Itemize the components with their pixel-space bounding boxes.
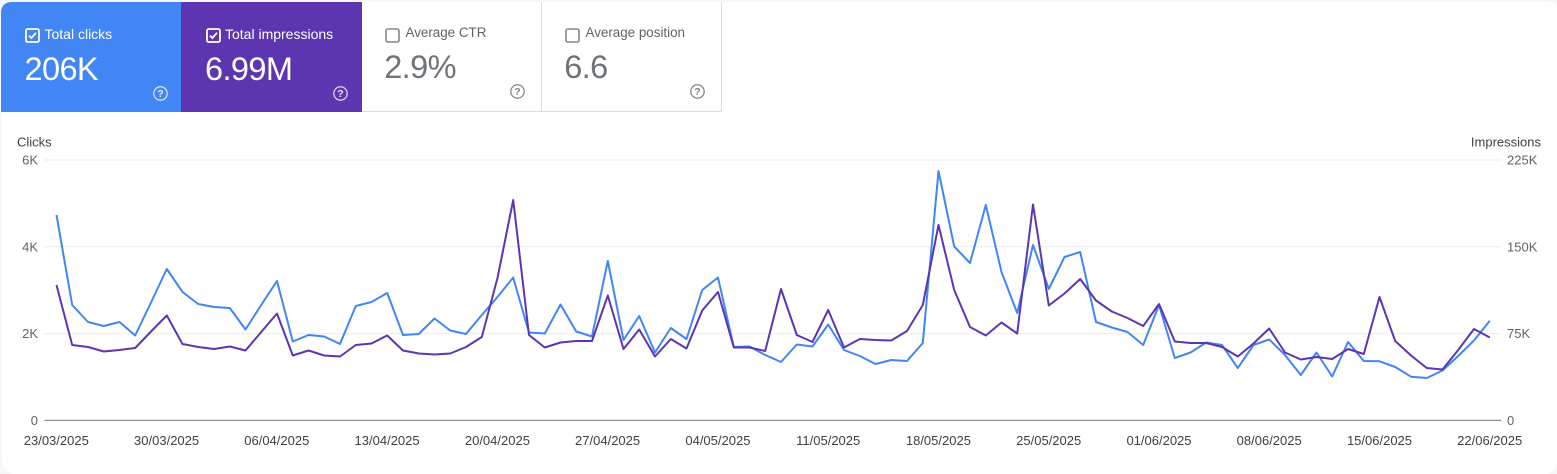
svg-text:13/04/2025: 13/04/2025 — [355, 433, 420, 448]
svg-text:6K: 6K — [22, 153, 38, 168]
svg-text:15/06/2025: 15/06/2025 — [1347, 433, 1412, 448]
svg-text:06/04/2025: 06/04/2025 — [244, 433, 309, 448]
svg-text:30/03/2025: 30/03/2025 — [134, 433, 199, 448]
svg-text:04/05/2025: 04/05/2025 — [685, 433, 750, 448]
svg-text:?: ? — [337, 88, 343, 100]
svg-text:?: ? — [157, 88, 163, 100]
svg-text:0: 0 — [1507, 413, 1514, 428]
svg-text:2K: 2K — [22, 326, 38, 341]
svg-text:?: ? — [694, 86, 700, 98]
svg-text:Impressions: Impressions — [1471, 135, 1542, 150]
svg-text:23/03/2025: 23/03/2025 — [24, 433, 89, 448]
svg-text:11/05/2025: 11/05/2025 — [796, 433, 860, 448]
svg-text:20/04/2025: 20/04/2025 — [465, 433, 530, 448]
svg-text:25/05/2025: 25/05/2025 — [1016, 433, 1081, 448]
svg-text:08/06/2025: 08/06/2025 — [1237, 433, 1302, 448]
svg-text:18/05/2025: 18/05/2025 — [906, 433, 971, 448]
svg-text:22/06/2025: 22/06/2025 — [1457, 433, 1522, 448]
svg-text:75K: 75K — [1507, 326, 1530, 341]
svg-text:Clicks: Clicks — [17, 135, 52, 150]
svg-text:225K: 225K — [1507, 153, 1538, 168]
svg-text:150K: 150K — [1507, 239, 1538, 254]
svg-text:0: 0 — [31, 413, 38, 428]
svg-text:27/04/2025: 27/04/2025 — [575, 433, 640, 448]
svg-text:01/06/2025: 01/06/2025 — [1126, 433, 1191, 448]
svg-text:?: ? — [514, 86, 520, 98]
svg-text:4K: 4K — [22, 239, 38, 254]
